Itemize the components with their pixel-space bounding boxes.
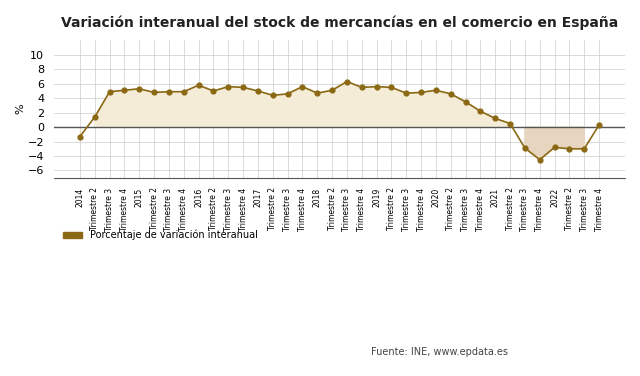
Point [327,87,337,93]
Point [134,86,145,92]
Point [371,83,381,89]
Y-axis label: %: % [15,104,25,114]
Point [431,87,441,93]
Point [579,146,589,152]
Point [594,122,604,128]
Point [164,89,174,95]
Point [476,108,486,114]
Point [90,114,100,120]
Point [282,91,292,97]
Point [238,84,248,90]
Point [401,90,412,96]
Point [416,89,426,96]
Point [298,83,308,89]
Point [520,145,530,151]
Point [268,92,278,99]
Point [193,82,204,88]
Point [223,83,234,89]
Point [149,89,159,96]
Point [179,89,189,95]
Text: Fuente: INE, www.epdata.es: Fuente: INE, www.epdata.es [371,347,508,357]
Point [549,144,559,150]
Point [104,89,115,95]
Point [505,120,515,126]
Point [490,115,500,121]
Point [534,157,545,163]
Point [119,87,129,93]
Point [460,99,470,105]
Point [356,84,367,90]
Point [445,91,456,97]
Point [75,133,85,139]
Point [253,88,263,94]
Point [564,146,575,152]
Point [387,84,397,90]
Legend: Porcentaje de variación interanual: Porcentaje de variación interanual [59,226,262,244]
Point [342,79,352,85]
Title: Variación interanual del stock de mercancías en el comercio en España: Variación interanual del stock de mercan… [61,15,618,29]
Point [312,90,323,96]
Point [208,88,218,94]
